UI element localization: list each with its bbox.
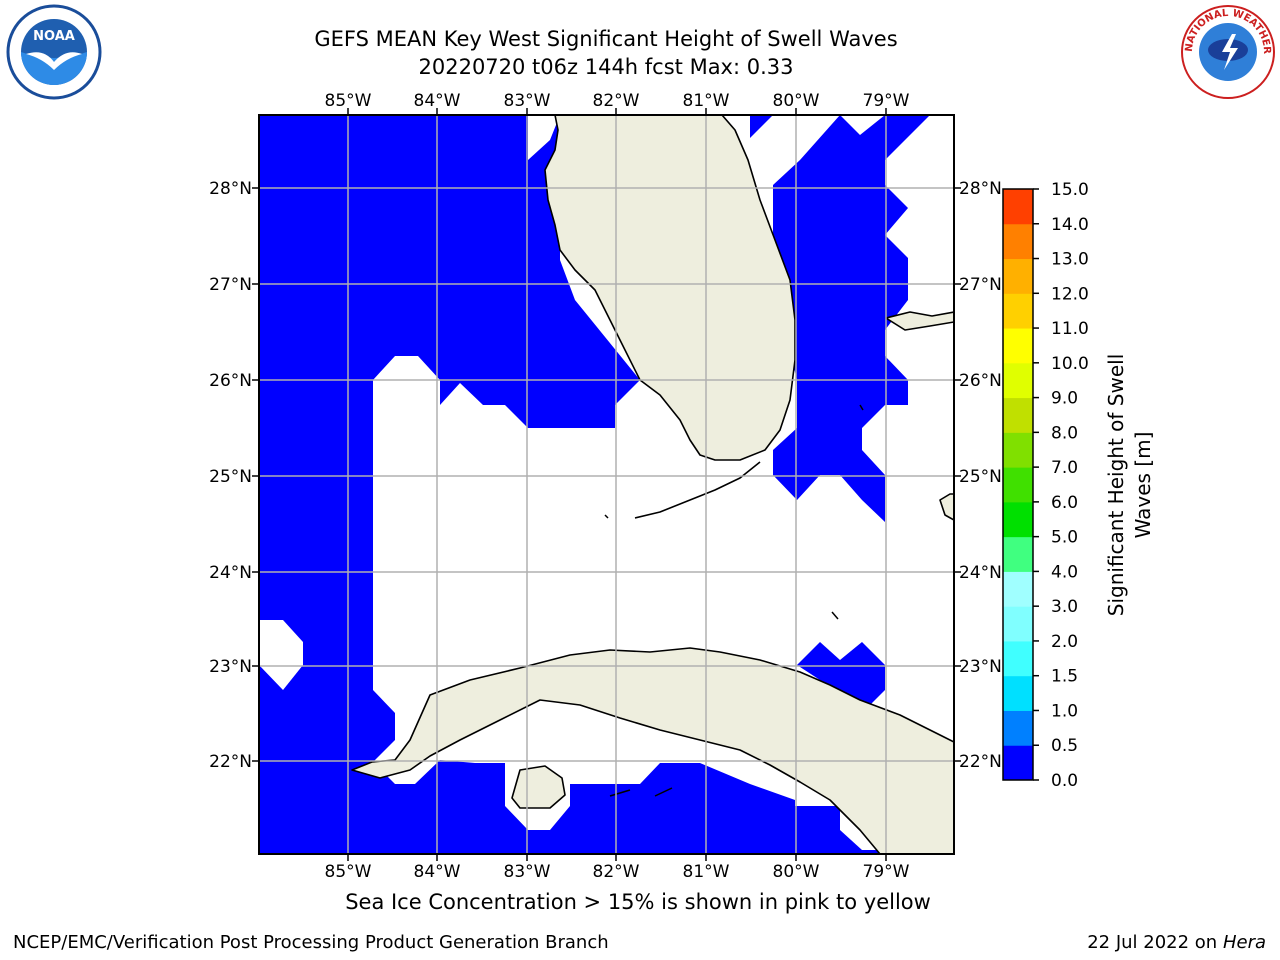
colorbar-segment [1003, 536, 1033, 572]
lon-label: 81°W [683, 91, 730, 111]
colorbar-segment [1003, 675, 1033, 711]
lat-label: 26°N [209, 371, 252, 391]
colorbar-tick-label: 6.0 [1051, 493, 1078, 513]
lon-label: 85°W [325, 862, 372, 882]
colorbar-label-line1: Significant Height of Swell [1104, 354, 1128, 616]
colorbar-segment [1003, 258, 1033, 294]
colorbar-tick-label: 9.0 [1051, 389, 1078, 409]
colorbar-tick-label: 15.0 [1051, 180, 1089, 200]
lat-label: 22°N [209, 752, 252, 772]
colorbar-segment [1003, 606, 1033, 642]
coast-details [604, 404, 864, 797]
nws-logo: NATIONAL WEATHER SERVICE [1178, 4, 1275, 99]
lat-labels-left: 28°N 27°N 26°N 25°N 24°N 23°N 22°N [209, 179, 252, 772]
lon-label: 82°W [593, 91, 640, 111]
colorbar-segment [1003, 640, 1033, 677]
florida-peninsula [544, 115, 796, 461]
colorbar-segment [1003, 710, 1033, 746]
noaa-logo-text: NOAA [33, 29, 75, 44]
colorbar-segment [1003, 223, 1033, 260]
lon-label: 79°W [863, 862, 910, 882]
lat-label: 23°N [209, 657, 252, 677]
colorbar-segment [1003, 293, 1033, 329]
lon-labels-top: 85°W 84°W 83°W 82°W 81°W 80°W 79°W [325, 91, 910, 111]
colorbar-tick-label: 1.0 [1051, 701, 1078, 721]
lat-label: 22°N [959, 752, 1002, 772]
colorbar-segment [1003, 328, 1033, 364]
lon-label: 80°W [773, 862, 820, 882]
colorbar-segment [1003, 571, 1033, 607]
colorbar-segment [1003, 467, 1033, 503]
colorbar-frame [1002, 188, 1034, 781]
colorbar: 0.0 0.5 1.0 1.5 2.0 3.0 4.0 5.0 6.0 7.0 8.0 9.0 10.0… [1002, 180, 1089, 791]
isle-of-youth [511, 765, 566, 809]
graticule [259, 115, 954, 854]
colorbar-segment [1003, 432, 1033, 468]
no-data-patch [259, 620, 303, 690]
map-title: GEFS MEAN Key West Significant Height of… [314, 27, 898, 51]
colorbar-tick-label: 0.5 [1051, 736, 1078, 756]
lon-label: 82°W [593, 862, 640, 882]
noaa-logo: NOAA [6, 4, 102, 100]
lon-labels-bottom: 85°W 84°W 83°W 82°W 81°W 80°W 79°W [325, 862, 910, 882]
colorbar-label-line2: Waves [m] [1131, 432, 1155, 539]
colorbar-tick-label: 1.5 [1051, 667, 1078, 687]
axis-ticks [252, 108, 961, 861]
colorbar-tick-label: 7.0 [1051, 458, 1078, 478]
swell-gulf-region [259, 115, 640, 770]
colorbar-segment [1003, 397, 1033, 433]
lat-label: 25°N [959, 467, 1002, 487]
lon-label: 84°W [414, 862, 461, 882]
lat-label: 27°N [209, 275, 252, 295]
colorbar-tick-label: 14.0 [1051, 215, 1089, 235]
footer-host: Hera [1222, 932, 1266, 953]
colorbar-tick-label: 0.0 [1051, 771, 1078, 791]
colorbar-tick-label: 11.0 [1051, 319, 1089, 339]
lat-label: 28°N [209, 179, 252, 199]
footer-credit: NCEP/EMC/Verification Post Processing Pr… [13, 932, 609, 953]
lat-label: 24°N [209, 563, 252, 583]
bahamas-east [939, 493, 954, 521]
colorbar-tick-label: 8.0 [1051, 423, 1078, 443]
lat-label: 25°N [209, 467, 252, 487]
swell-atlantic-region [773, 115, 930, 522]
colorbar-segment [1003, 189, 1033, 225]
colorbar-tick-label: 12.0 [1051, 284, 1089, 304]
lon-label: 83°W [504, 91, 551, 111]
lon-label: 81°W [683, 862, 730, 882]
swell-field [259, 115, 954, 854]
cuba [351, 647, 954, 854]
map-frame [258, 114, 955, 855]
lat-label: 26°N [959, 371, 1002, 391]
lon-label: 85°W [325, 91, 372, 111]
footer-date-text: 22 Jul 2022 on [1087, 932, 1223, 953]
colorbar-segment [1003, 501, 1033, 538]
sea-ice-note: Sea Ice Concentration > 15% is shown in … [345, 890, 931, 914]
lon-label: 80°W [773, 91, 820, 111]
bahamas-andros [885, 311, 954, 331]
colorbar-tick-label: 3.0 [1051, 597, 1078, 617]
colorbar-tick-label: 10.0 [1051, 354, 1089, 374]
lat-label: 24°N [959, 563, 1002, 583]
lat-labels-right: 28°N 27°N 26°N 25°N 24°N 23°N 22°N [959, 179, 1002, 772]
colorbar-tick-label: 13.0 [1051, 250, 1089, 270]
lon-label: 83°W [504, 862, 551, 882]
colorbar-tick-label: 4.0 [1051, 562, 1078, 582]
lon-label: 84°W [414, 91, 461, 111]
swell-atlantic-top-corner [750, 115, 773, 138]
colorbar-segment [1003, 745, 1033, 781]
swell-southwest-region [259, 665, 954, 854]
colorbar-tick-label: 5.0 [1051, 528, 1078, 548]
lat-label: 27°N [959, 275, 1002, 295]
colorbar-tick-label: 2.0 [1051, 632, 1078, 652]
map-subtitle: 20220720 t06z 144h fcst Max: 0.33 [418, 55, 794, 79]
colorbar-label: Significant Height of Swell Waves [m] [1104, 354, 1155, 616]
swell-bahamas-region [797, 642, 885, 713]
footer-date: 22 Jul 2022 on Hera [1087, 932, 1266, 953]
lat-label: 23°N [959, 657, 1002, 677]
lon-label: 79°W [863, 91, 910, 111]
colorbar-segment [1003, 362, 1033, 399]
lat-label: 28°N [959, 179, 1002, 199]
